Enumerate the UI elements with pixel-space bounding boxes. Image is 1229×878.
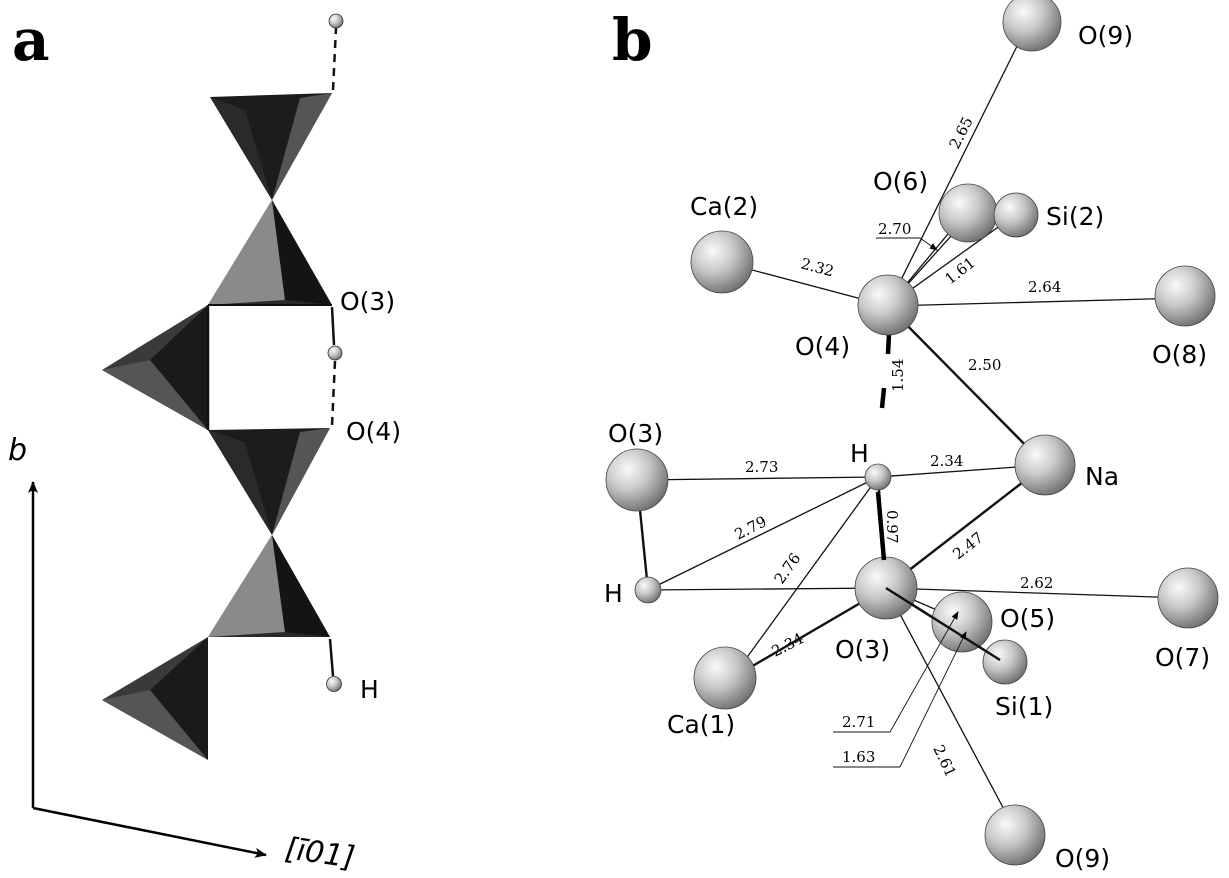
atom-o9-bottom	[984, 804, 1046, 866]
label-o8: O(8)	[1152, 340, 1207, 369]
label-o5: O(5)	[1000, 604, 1055, 633]
dist-o3-si1: 1.63	[842, 748, 875, 766]
atom-o7	[1157, 567, 1219, 629]
label-o3-left: O(3)	[608, 419, 663, 448]
label-o4: O(4)	[346, 417, 401, 446]
tetrahedron-6	[102, 637, 208, 760]
atom-si1	[982, 639, 1028, 685]
dist-o4-ca2: 2.32	[799, 254, 836, 280]
label-h: H	[360, 675, 379, 704]
panel-b: b	[604, 0, 1219, 873]
dist-o4-o8: 2.64	[1028, 278, 1061, 296]
atom-na	[1014, 434, 1076, 496]
tetrahedral-chain	[102, 93, 332, 760]
dist-o3-h-top: 2.73	[745, 458, 778, 476]
dist-h-na: 2.34	[930, 452, 963, 470]
label-o4: O(4)	[795, 332, 850, 361]
label-h-left: H	[604, 579, 623, 608]
tetrahedron-4	[208, 428, 330, 535]
panel-a-letter: a	[12, 6, 50, 74]
dist-o3-o5: 2.71	[842, 713, 875, 731]
atom-labels: O(9) O(6) Si(2) Ca(2) O(4) O(8) O(3) H N…	[604, 21, 1210, 873]
axis-label-direction: [ī01]	[283, 831, 357, 875]
axis-label-b: b	[8, 433, 27, 468]
tetrahedron-5	[208, 535, 330, 637]
tetrahedron-1	[210, 93, 332, 200]
hydrogen-atom-middle	[327, 345, 343, 361]
label-si1: Si(1)	[995, 692, 1053, 721]
label-si2: Si(2)	[1046, 202, 1104, 231]
dist-o4-o9: 2.65	[946, 114, 977, 152]
label-o3-center: O(3)	[835, 635, 890, 664]
hydrogen-atom-top	[328, 13, 344, 29]
label-o9-top: O(9)	[1078, 21, 1133, 50]
dist-h-o3: 0.97	[883, 510, 901, 543]
atom-ca2	[690, 230, 754, 294]
tetrahedron-3	[102, 305, 208, 430]
atoms	[605, 0, 1219, 866]
label-o6: O(6)	[873, 167, 928, 196]
dist-ca1-h: 2.76	[771, 550, 805, 588]
dist-o3-o9: 2.61	[929, 742, 959, 780]
dist-o4-o6: 2.70	[878, 220, 911, 238]
label-ca1: Ca(1)	[667, 710, 735, 739]
panel-a: a	[8, 6, 401, 876]
dist-o4-na: 2.50	[968, 356, 1001, 374]
label-h-top: H	[850, 439, 869, 468]
leader-lines	[833, 237, 967, 768]
panel-b-letter: b	[612, 6, 653, 74]
dist-o4-h: 1.54	[889, 359, 907, 392]
label-na: Na	[1085, 462, 1119, 491]
atom-o9-top	[1002, 0, 1062, 52]
dist-o4-si2: 1.61	[941, 253, 978, 288]
atom-o3-left	[605, 448, 669, 512]
label-o7: O(7)	[1155, 643, 1210, 672]
atom-ca1	[693, 646, 757, 710]
atom-h-top	[864, 463, 892, 491]
dist-o3-o7: 2.62	[1020, 574, 1053, 592]
tetrahedron-2	[208, 200, 332, 305]
dist-o3-ca1: 2.34	[769, 629, 807, 660]
atom-h-left	[634, 576, 662, 604]
label-ca2: Ca(2)	[690, 192, 758, 221]
horizontal-axis-arrow	[32, 806, 267, 858]
label-o9-bottom: O(9)	[1055, 844, 1110, 873]
label-o3: O(3)	[340, 287, 395, 316]
atom-o6	[938, 183, 998, 243]
atom-si2	[993, 192, 1039, 238]
atom-o4	[857, 274, 919, 336]
hydrogen-atom-bottom	[326, 676, 342, 692]
atom-o5	[931, 591, 993, 653]
atom-o8	[1154, 265, 1216, 327]
